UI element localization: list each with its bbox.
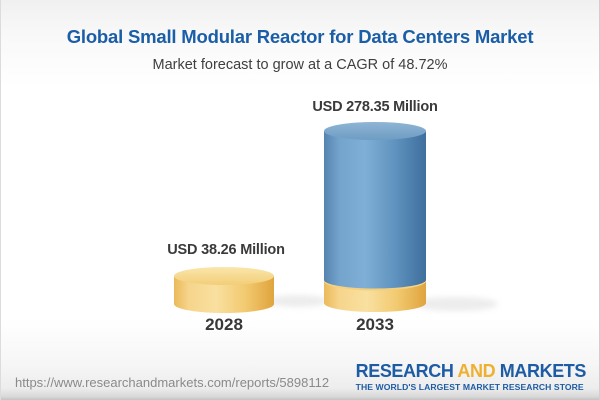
- logo-word-markets: MARKETS: [499, 361, 587, 382]
- category-label-2033: 2033: [356, 315, 394, 334]
- source-url: https://www.researchandmarkets.com/repor…: [15, 375, 330, 390]
- bar-2033-cylinder: [324, 122, 426, 312]
- value-label-2028: USD 38.26 Million: [167, 242, 285, 258]
- chart-subtitle: Market forecast to grow at a CAGR of 48.…: [152, 57, 448, 73]
- bar-2033-top-segment: [324, 122, 426, 289]
- category-label-2028: 2028: [205, 315, 243, 334]
- logo-word-and: AND: [457, 361, 496, 382]
- logo-tagline: THE WORLD'S LARGEST MARKET RESEARCH STOR…: [355, 381, 584, 392]
- value-label-2033: USD 278.35 Million: [312, 99, 438, 115]
- bar-2033-shadow: [414, 297, 498, 311]
- bar-2028-shadow: [268, 295, 328, 307]
- bar-2028-cylinder: [174, 267, 274, 313]
- chart-title: Global Small Modular Reactor for Data Ce…: [66, 26, 534, 47]
- research-and-markets-logo: RESEARCH AND MARKETS THE WORLD'S LARGEST…: [355, 361, 587, 392]
- logo-word-research: RESEARCH: [355, 361, 454, 382]
- logo-wordmark: RESEARCH AND MARKETS: [355, 361, 587, 382]
